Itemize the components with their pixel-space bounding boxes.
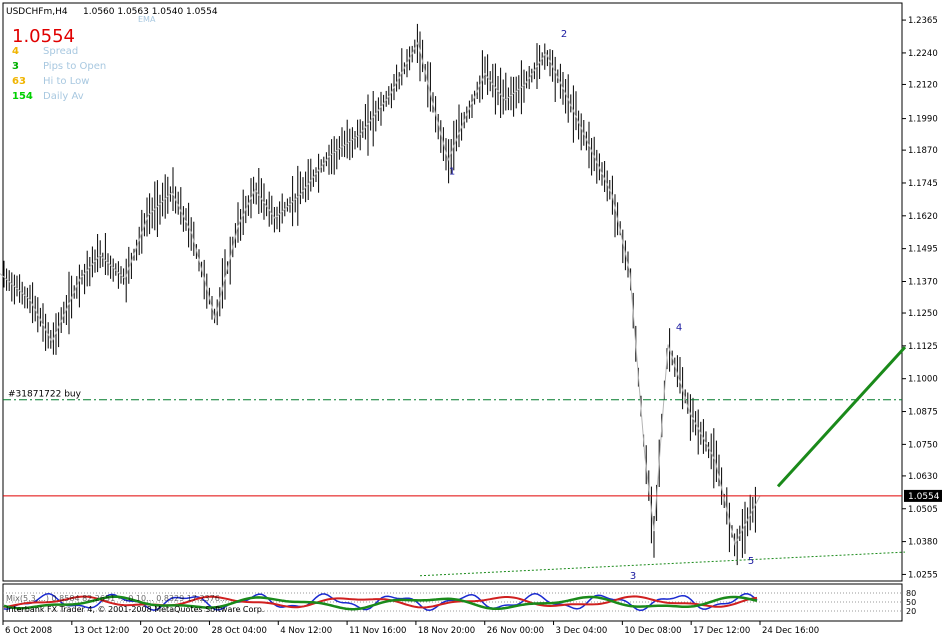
info-row-label: Spread: [43, 46, 78, 57]
y-tick-label: 1.1370: [908, 277, 938, 287]
trend-arrow: [776, 346, 907, 488]
horizontal-lines: [3, 346, 907, 577]
wave-label-5: 5: [748, 556, 754, 567]
x-tick-label: 26 Nov 00:00: [487, 626, 544, 636]
x-tick-label: 20 Oct 20:00: [143, 626, 198, 636]
y-tick-label: 1.0750: [908, 440, 938, 450]
x-axis: 6 Oct 2008 13 Oct 12:00 20 Oct 20:00 28 Oct…: [2, 621, 819, 636]
indicator-level-20: 20: [906, 607, 916, 616]
info-row-value: 3: [12, 61, 19, 72]
x-tick-label: 10 Dec 08:00: [624, 626, 681, 636]
y-tick-label: 1.0505: [908, 505, 938, 515]
info-panel-rows: 4 Spread 3 Pips to Open 63 Hi to Low 154 Daily …: [12, 46, 106, 102]
x-tick-label: 24 Dec 16:00: [762, 626, 819, 636]
y-tick-label: 1.0380: [908, 538, 938, 548]
zigzag-path: [0, 41, 761, 546]
y-tick-label: 1.1125: [908, 342, 938, 352]
chart-symbol: USDCHFm,H4: [6, 7, 68, 17]
y-tick-label: 1.2120: [908, 80, 938, 90]
zigzag-line: [0, 41, 761, 546]
x-tick-label: 18 Nov 20:00: [418, 626, 475, 636]
info-row-value: 4: [12, 46, 19, 57]
y-tick-label: 1.2240: [908, 49, 938, 59]
y-tick-label: 1.1620: [908, 212, 938, 222]
indicator-text-line2: Interbank FX Trader 4, © 2001-2008 MetaQ…: [6, 605, 264, 614]
wave-labels: 1 2 3 4 5: [449, 29, 754, 582]
wave-label-4: 4: [676, 323, 682, 334]
y-tick-label: 1.1000: [908, 375, 938, 385]
order-label: #31871722 buy: [8, 390, 82, 400]
y-tick-label: 1.0875: [908, 408, 938, 418]
oscillator-lines: [3, 592, 902, 612]
oscillator-red: [3, 595, 758, 609]
main-plot-frame: [2, 2, 903, 582]
indicator-level-80: 80: [906, 589, 916, 598]
y-tick-label: 1.0255: [908, 570, 938, 580]
info-row-value: 63: [12, 76, 26, 87]
y-tick-label: 1.1870: [908, 146, 938, 156]
y-tick-label: 1.1250: [908, 309, 938, 319]
oscillator-green: [3, 595, 758, 611]
x-tick-label: 3 Dec 04:00: [556, 626, 608, 636]
indicator-level-50: 50: [906, 598, 916, 607]
chart-ohlc: 1.0560 1.0563 1.0540 1.0554: [83, 7, 218, 17]
y-tick-label: 1.2365: [908, 16, 938, 26]
ema-label: EMA: [138, 15, 156, 24]
current-price-tag: 1.0554: [904, 489, 942, 502]
x-tick-label: 6 Oct 2008: [5, 626, 52, 636]
info-row-value: 154: [12, 91, 33, 102]
info-row-label: Pips to Open: [43, 61, 106, 72]
x-tick-label: 13 Oct 12:00: [74, 626, 129, 636]
dotted-trend-line: [419, 551, 906, 577]
y-tick-label: 1.1495: [908, 245, 938, 255]
x-tick-label: 17 Dec 12:00: [693, 626, 750, 636]
wave-label-2: 2: [561, 29, 567, 40]
info-row-label: Hi to Low: [43, 76, 89, 87]
y-tick-label: 1.1990: [908, 115, 938, 125]
x-tick-label: 11 Nov 16:00: [349, 626, 406, 636]
y-axis: 1.2365 1.2240 1.2120 1.1990 1.1870 1.1745 1.16…: [902, 16, 938, 580]
x-tick-label: 4 Nov 12:00: [280, 626, 332, 636]
wave-label-1: 1: [449, 167, 455, 178]
current-price-tag-text: 1.0554: [908, 492, 940, 502]
wave-label-3: 3: [630, 571, 636, 582]
y-tick-label: 1.1745: [908, 179, 938, 189]
y-tick-label: 1.0630: [908, 472, 938, 482]
current-price-display: 1.0554: [12, 26, 75, 47]
info-row-label: Daily Av: [43, 91, 84, 102]
x-tick-label: 28 Oct 04:00: [211, 626, 266, 636]
indicator-text-line1: Mix(5,3,...) 0.8584 82.2651 -...0 10... …: [6, 594, 227, 603]
